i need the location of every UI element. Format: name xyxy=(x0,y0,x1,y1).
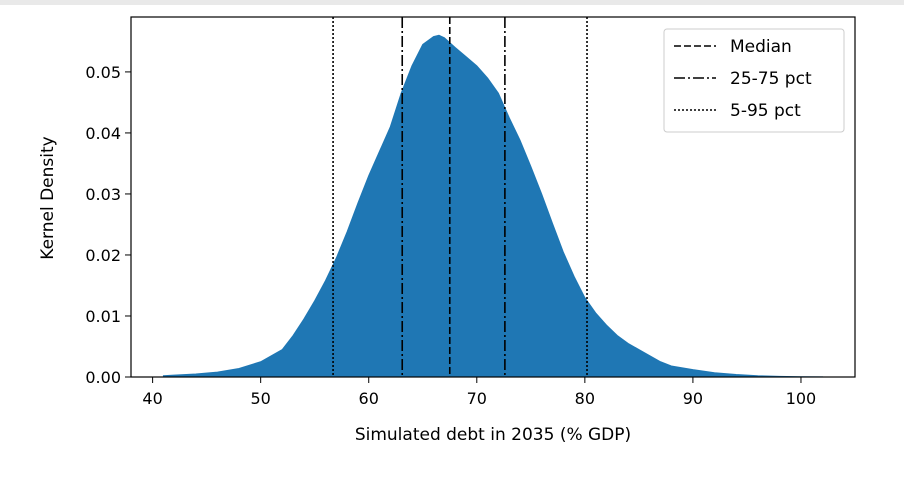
y-axis-label: Kernel Density xyxy=(38,136,58,259)
legend: Median 25-75 pct 5-95 pct xyxy=(663,28,845,133)
plot-frame xyxy=(130,16,856,378)
y-tick-label: 0.03 xyxy=(85,185,121,204)
plot-area xyxy=(130,16,856,378)
window-top-border xyxy=(0,0,904,5)
x-tick-label: 60 xyxy=(359,389,379,408)
x-tick-label: 40 xyxy=(142,389,162,408)
y-tick-label: 0.02 xyxy=(85,246,121,265)
y-axis: 0.00 0.01 0.02 0.03 0.04 0.05 xyxy=(85,63,131,387)
legend-box xyxy=(663,28,845,133)
legend-label: 5-95 pct xyxy=(730,101,801,121)
density-area xyxy=(162,34,824,378)
x-tick-label: 50 xyxy=(250,389,270,408)
x-axis-label: Simulated debt in 2035 (% GDP) xyxy=(355,425,631,445)
y-tick-label: 0.01 xyxy=(85,307,121,326)
x-tick-label: 80 xyxy=(575,389,595,408)
legend-label: Median xyxy=(730,37,792,57)
x-tick-label: 100 xyxy=(786,389,817,408)
y-tick-label: 0.05 xyxy=(85,63,121,82)
y-tick-label: 0.00 xyxy=(85,368,121,387)
x-axis: 40 50 60 70 80 90 100 xyxy=(142,377,816,408)
y-tick-label: 0.04 xyxy=(85,124,121,143)
x-tick-label: 90 xyxy=(683,389,703,408)
x-tick-label: 70 xyxy=(467,389,487,408)
legend-label: 25-75 pct xyxy=(730,69,812,89)
